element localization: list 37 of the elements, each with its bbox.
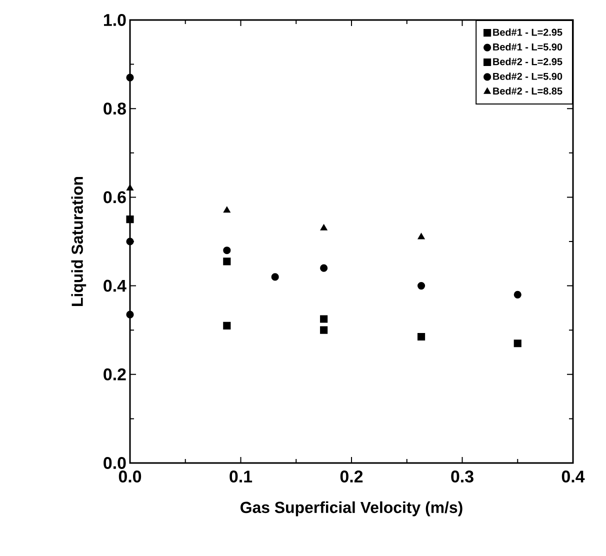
point — [126, 238, 134, 246]
x-axis-title: Gas Superficial Velocity (m/s) — [240, 501, 462, 516]
point — [224, 206, 230, 213]
y-tick-label: 0.8 — [104, 102, 126, 115]
y-tick-label: 0.6 — [104, 191, 126, 204]
point — [126, 74, 134, 82]
point — [223, 246, 231, 254]
point — [271, 273, 279, 281]
legend-label: Bed#2 - L=5.90 — [493, 72, 562, 80]
legend-label: Bed#1 - L=2.95 — [493, 28, 562, 36]
point — [417, 332, 426, 341]
x-tick-label: 0.3 — [451, 470, 474, 483]
legend-label: Bed#2 - L=2.95 — [493, 58, 562, 66]
point — [223, 322, 231, 330]
y-tick-label: 0.0 — [104, 457, 126, 469]
x-tick-label: 0.4 — [562, 470, 585, 483]
x-tick-label: 0.1 — [230, 470, 252, 483]
x-tick-label: 0.0 — [118, 470, 142, 483]
point — [126, 310, 134, 318]
point — [223, 258, 231, 266]
y-tick-label: 0.2 — [104, 368, 126, 380]
point — [126, 216, 134, 224]
y-tick-label: 0.4 — [104, 280, 126, 292]
y-axis-title: Liquid Saturation — [71, 176, 86, 306]
legend-label: Bed#2 - L=8.85 — [493, 87, 562, 95]
legend-label: Bed#1 - L=5.90 — [493, 43, 562, 50]
point — [126, 184, 134, 191]
point — [320, 315, 328, 323]
point — [514, 290, 522, 298]
point — [320, 224, 328, 230]
x-tick-label: 0.2 — [340, 470, 363, 483]
point — [417, 282, 426, 290]
y-tick-label: 1.0 — [104, 14, 126, 26]
point — [320, 326, 328, 334]
point — [418, 233, 425, 240]
point — [320, 264, 328, 272]
point — [514, 340, 522, 348]
